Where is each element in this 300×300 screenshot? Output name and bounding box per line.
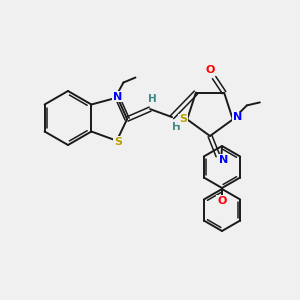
Text: S: S	[114, 137, 122, 147]
Text: H: H	[148, 94, 157, 104]
Text: N: N	[113, 92, 122, 101]
Text: S: S	[179, 114, 187, 124]
Text: O: O	[206, 64, 215, 75]
Text: H: H	[172, 122, 181, 132]
Text: N: N	[219, 155, 229, 165]
Text: N: N	[233, 112, 242, 122]
Text: O: O	[217, 196, 227, 206]
